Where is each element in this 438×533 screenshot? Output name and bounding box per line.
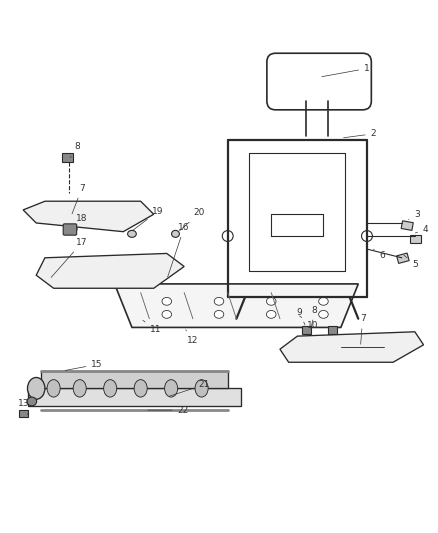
Text: 18: 18: [76, 214, 88, 231]
Ellipse shape: [266, 297, 276, 305]
Ellipse shape: [27, 397, 37, 406]
Text: 12: 12: [186, 330, 198, 345]
FancyBboxPatch shape: [267, 53, 371, 110]
Polygon shape: [115, 284, 358, 327]
Text: 2: 2: [344, 130, 376, 138]
Text: 15: 15: [65, 360, 103, 370]
Ellipse shape: [73, 379, 86, 397]
Text: 3: 3: [409, 210, 420, 220]
Ellipse shape: [214, 310, 224, 318]
Polygon shape: [36, 254, 184, 288]
Bar: [62, 154, 73, 162]
Text: 7: 7: [72, 184, 85, 214]
Polygon shape: [23, 201, 154, 232]
Ellipse shape: [162, 297, 172, 305]
Text: 9: 9: [297, 308, 305, 325]
Ellipse shape: [162, 310, 172, 318]
Text: 13: 13: [18, 399, 30, 415]
Text: 11: 11: [143, 320, 162, 334]
Bar: [397, 253, 409, 263]
Text: 7: 7: [360, 314, 365, 344]
Ellipse shape: [104, 379, 117, 397]
Text: 22: 22: [148, 406, 189, 415]
Polygon shape: [28, 389, 241, 406]
Text: 6: 6: [374, 249, 385, 260]
Text: 8: 8: [71, 142, 81, 158]
Bar: [410, 235, 421, 243]
Polygon shape: [41, 371, 228, 389]
Ellipse shape: [195, 379, 208, 397]
Text: 5: 5: [404, 255, 418, 269]
Ellipse shape: [127, 230, 136, 237]
Text: 17: 17: [51, 238, 88, 278]
Text: 19: 19: [132, 207, 164, 231]
Ellipse shape: [165, 379, 178, 397]
Text: 20: 20: [180, 208, 205, 231]
Ellipse shape: [28, 377, 45, 399]
Text: 21: 21: [170, 381, 209, 396]
Text: 8: 8: [311, 305, 318, 329]
Ellipse shape: [214, 297, 224, 305]
Ellipse shape: [319, 310, 328, 318]
Bar: [401, 221, 413, 230]
Ellipse shape: [134, 379, 147, 397]
Polygon shape: [280, 332, 424, 362]
Bar: [328, 326, 337, 334]
Text: 10: 10: [300, 316, 318, 330]
Ellipse shape: [319, 297, 328, 305]
Ellipse shape: [266, 310, 276, 318]
Text: 1: 1: [322, 64, 370, 77]
Bar: [19, 410, 28, 417]
Ellipse shape: [172, 230, 180, 237]
Bar: [302, 326, 311, 334]
Text: 16: 16: [168, 223, 190, 277]
Text: 4: 4: [415, 225, 428, 234]
FancyBboxPatch shape: [63, 224, 77, 235]
Ellipse shape: [47, 379, 60, 397]
